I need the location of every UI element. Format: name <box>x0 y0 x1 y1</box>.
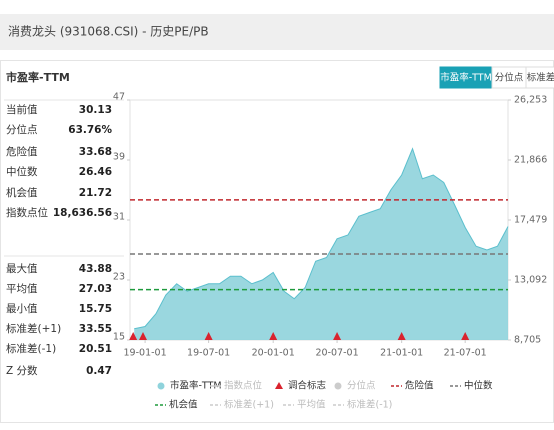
rebalance-marker <box>333 332 342 340</box>
legend-label[interactable]: 危险值 <box>405 380 434 392</box>
stat-value: 26.46 <box>79 166 112 178</box>
stat-value: 30.13 <box>79 104 112 116</box>
y2-tick-label: 13,092 <box>514 275 547 286</box>
legend-label[interactable]: 市盈率-TTM <box>170 380 222 392</box>
legend-symbol[interactable] <box>334 382 342 390</box>
y-tick-label: 23 <box>113 272 125 283</box>
y2-tick-label: 26,253 <box>514 95 547 106</box>
stat-value: 33.68 <box>79 146 112 158</box>
rebalance-marker <box>129 332 138 340</box>
stat-label: Z 分数 <box>6 364 38 377</box>
stat-value: 20.51 <box>79 343 112 355</box>
stat-label: 分位点 <box>6 123 38 136</box>
stat-label: 危险值 <box>6 145 38 158</box>
rebalance-marker <box>204 332 213 340</box>
rebalance-marker <box>138 332 147 340</box>
legend-symbol[interactable] <box>157 382 165 390</box>
header-bar <box>0 14 554 50</box>
legend-label[interactable]: 标准差(+1) <box>224 399 274 411</box>
rebalance-marker <box>397 332 406 340</box>
tab[interactable] <box>525 66 554 89</box>
legend-label[interactable]: 分位点 <box>347 380 376 392</box>
x-tick-label: 21-01-01 <box>380 348 423 359</box>
y-tick-label: 47 <box>113 92 125 103</box>
legend-label[interactable]: 标准差(-1) <box>347 399 392 411</box>
rebalance-marker <box>461 332 470 340</box>
stat-label: 标准差(-1) <box>6 342 56 355</box>
stat-value: 0.47 <box>86 365 112 377</box>
legend-label[interactable]: 指数点位 <box>224 380 263 392</box>
stat-value: 43.88 <box>79 263 112 275</box>
y2-tick-label: 8,705 <box>514 335 541 346</box>
stat-label: 机会值 <box>6 186 38 199</box>
stat-value: 18,636.56 <box>53 207 112 219</box>
x-tick-label: 21-07-01 <box>444 348 487 359</box>
y-tick-label: 39 <box>113 152 125 163</box>
stat-value: 27.03 <box>79 283 112 295</box>
stat-label: 最小值 <box>6 302 38 315</box>
tab-label[interactable]: 分位点 <box>495 72 524 84</box>
line <box>134 147 509 330</box>
x-tick-label: 19-07-01 <box>187 348 230 359</box>
area <box>134 148 508 340</box>
y2-tick-label: 17,479 <box>514 215 547 226</box>
legend-label[interactable]: 平均值 <box>297 399 326 411</box>
rebalance-marker <box>269 332 278 340</box>
y-tick-label: 15 <box>113 332 125 343</box>
tab-label[interactable]: 市盈率-TTM <box>440 72 492 84</box>
stat-label: 平均值 <box>6 282 38 295</box>
stat-label: 指数点位 <box>6 206 48 219</box>
y-tick-label: 31 <box>113 212 125 223</box>
legend-label[interactable]: 中位数 <box>464 380 493 392</box>
stat-label: 最大值 <box>6 262 38 275</box>
stat-value: 63.76% <box>68 124 112 136</box>
stat-label: 当前值 <box>6 103 38 116</box>
x-tick-label: 19-01-01 <box>124 348 167 359</box>
stat-value: 21.72 <box>79 187 112 199</box>
stat-label: 中位数 <box>6 165 38 178</box>
legend-symbol[interactable] <box>275 382 283 389</box>
header-title: 消费龙头 (931068.CSI) - 历史PE/PB <box>8 25 209 39</box>
stat-value: 33.55 <box>79 323 112 335</box>
tab-label[interactable]: 标准差 <box>527 72 554 84</box>
stat-value: 15.75 <box>79 303 112 315</box>
legend-label[interactable]: 机会值 <box>169 399 198 411</box>
panel-title: 市盈率-TTM <box>6 70 70 84</box>
y2-tick-label: 21,866 <box>514 155 547 166</box>
legend-label[interactable]: 调合标志 <box>288 380 326 392</box>
x-tick-label: 20-01-01 <box>252 348 295 359</box>
x-tick-label: 20-07-01 <box>316 348 359 359</box>
stat-label: 标准差(+1) <box>6 322 61 335</box>
